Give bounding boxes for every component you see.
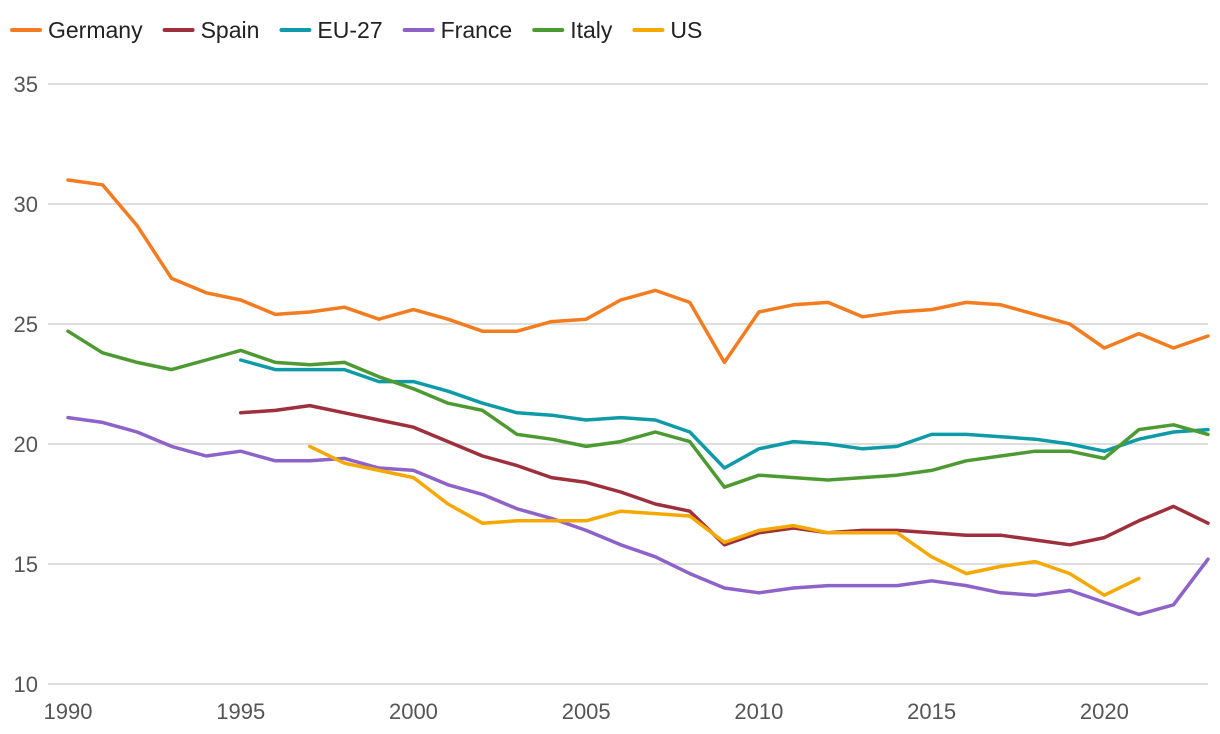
x-tick-label-2010: 2010 [734, 699, 783, 724]
y-tick-label-15: 15 [14, 552, 38, 577]
legend: Germany Spain EU-27 France Italy US [10, 17, 702, 43]
series-line-france [66, 415, 1210, 617]
y-tick-label-30: 30 [14, 192, 38, 217]
y-tick-label-10: 10 [14, 672, 38, 697]
x-tick-label-1990: 1990 [44, 699, 93, 724]
x-tick-label-2000: 2000 [389, 699, 438, 724]
series-line-spain [238, 403, 1210, 547]
legend-label-spain: Spain [201, 17, 260, 43]
series-lines [66, 178, 1210, 617]
x-tick-label-1995: 1995 [216, 699, 265, 724]
y-axis-ticks: 10 15 20 25 30 35 [14, 72, 38, 697]
series-line-italy [66, 329, 1210, 489]
legend-label-eu-27: EU-27 [317, 17, 382, 43]
x-tick-label-2015: 2015 [907, 699, 956, 724]
y-tick-label-35: 35 [14, 72, 38, 97]
legend-label-us: US [670, 17, 702, 43]
x-axis-ticks: 1990 1995 2000 2005 2010 2015 2020 [44, 699, 1129, 724]
series-line-eu-27 [238, 358, 1210, 470]
legend-label-france: France [441, 17, 513, 43]
y-tick-label-20: 20 [14, 432, 38, 457]
gridlines [48, 83, 1208, 685]
x-tick-label-2005: 2005 [562, 699, 611, 724]
series-line-germany [66, 178, 1210, 365]
x-tick-label-2020: 2020 [1080, 699, 1129, 724]
legend-label-italy: Italy [570, 17, 613, 43]
series-line-us [308, 444, 1141, 597]
y-tick-label-25: 25 [14, 312, 38, 337]
legend-label-germany: Germany [48, 17, 143, 43]
